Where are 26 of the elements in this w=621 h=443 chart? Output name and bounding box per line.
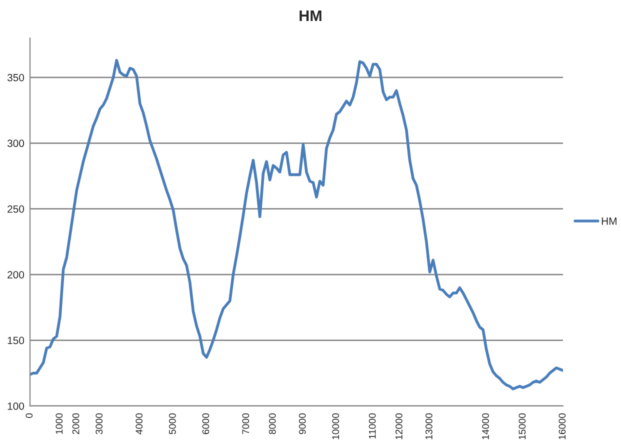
x-tick-label: 15000 [518, 413, 526, 440]
legend-label: HM [602, 218, 616, 225]
x-tick-label: 12000 [395, 413, 402, 440]
y-tick-label: 200 [8, 271, 24, 278]
x-tick-label: 10000 [332, 413, 340, 440]
x-tick-label: 16000 [558, 413, 566, 440]
x-tick-label: 14000 [482, 413, 489, 440]
y-tick-label: 350 [7, 74, 24, 82]
x-tick-label: 11000 [368, 413, 376, 439]
x-tick-label: 2000 [72, 413, 80, 434]
y-tick-label: 300 [7, 140, 24, 148]
x-tick-label: 13000 [425, 413, 432, 440]
x-tick-label: 4000 [136, 413, 143, 434]
y-tick-label: 100 [8, 402, 24, 410]
x-tick-label: 3000 [96, 413, 103, 434]
chart-title: HM [300, 10, 322, 21]
line-series [30, 58, 563, 390]
x-tick-label: 5000 [168, 413, 176, 434]
x-tick-label: 7000 [242, 413, 250, 434]
y-tick-label: 250 [8, 205, 24, 213]
x-tick-label: 9000 [298, 413, 306, 434]
y-tick-label: 150 [8, 336, 24, 344]
x-tick-label: 6000 [202, 413, 210, 434]
x-tick-label: 1000 [56, 413, 63, 434]
x-tick-label: 8000 [268, 413, 276, 434]
x-tick-label: 0 [26, 413, 33, 418]
